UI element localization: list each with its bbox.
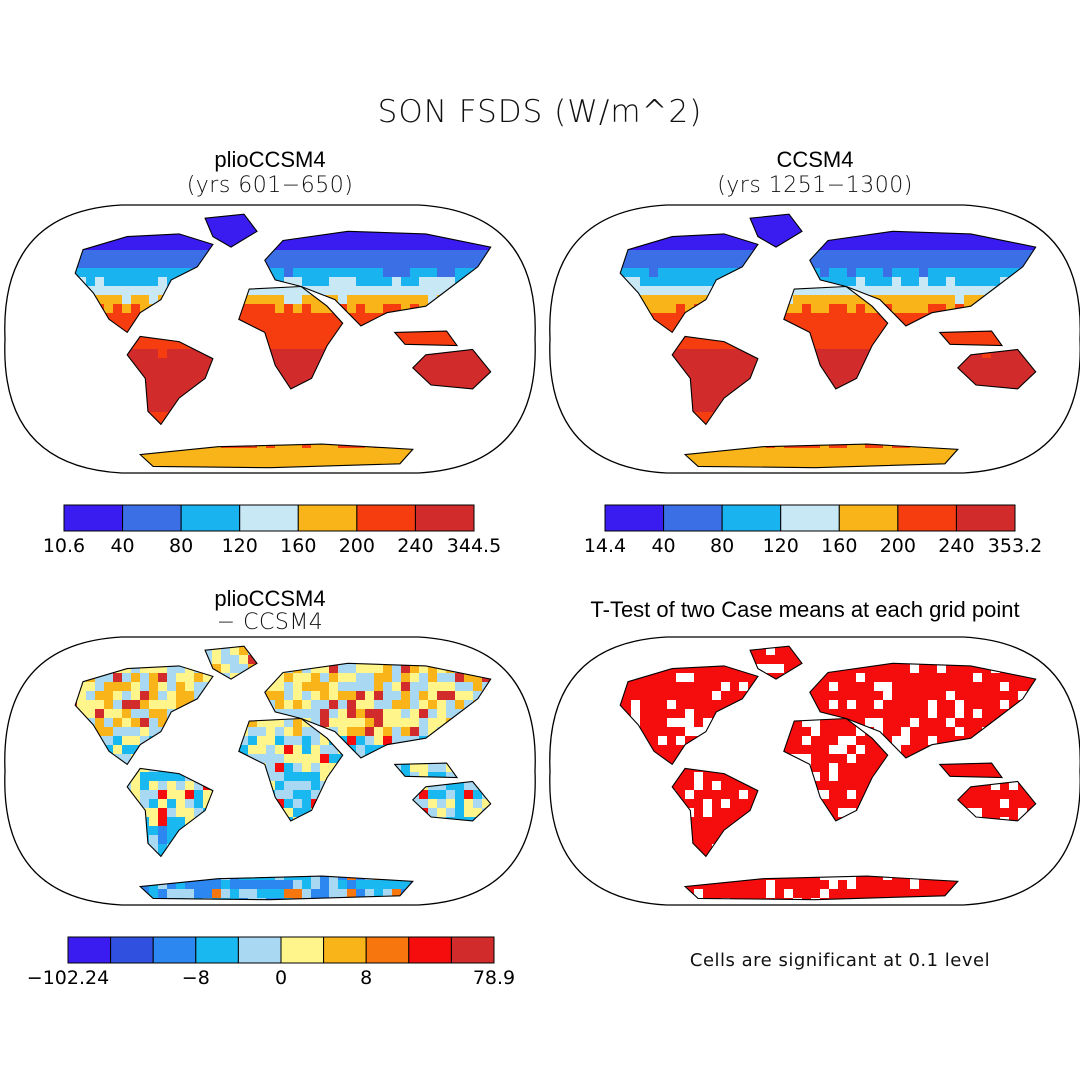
colorbar-tick-label: 160 <box>280 535 317 557</box>
colorbar-swatch <box>838 504 899 532</box>
colorbar-swatch <box>280 936 325 964</box>
panel-title-ccsm4: CCSM4 <box>776 147 854 172</box>
panel-title-diff: plioCCSM4 <box>214 586 326 611</box>
colorbar-tick-label: 0 <box>274 967 288 989</box>
colorbar-tick-label: 40 <box>110 535 135 557</box>
colorbar-swatch <box>152 936 197 964</box>
colorbar-tick-label: 160 <box>821 535 858 557</box>
panel-subtitle-ccsm4: (yrs 1251−1300) <box>717 173 913 198</box>
colorbar-swatch <box>365 936 410 964</box>
significance-note: Cells are significant at 0.1 level <box>689 950 991 971</box>
colorbar-swatch <box>897 504 957 532</box>
colorbar-tick-label: 14.4 <box>583 535 627 557</box>
panel-subtitle-diff: − CCSM4 <box>216 610 324 635</box>
colorbar-tick-label: 353.2 <box>987 535 1043 557</box>
colorbar-swatch <box>67 936 112 964</box>
colorbar-tick-label: 200 <box>338 535 375 557</box>
map-frame-1 <box>549 204 1080 474</box>
colorbar-swatch <box>721 504 782 532</box>
colorbar-tick-label: 78.9 <box>472 967 516 989</box>
colorbar-swatch <box>239 504 299 532</box>
map-frame-2 <box>4 636 536 906</box>
colorbar-swatch <box>450 936 495 964</box>
colorbar-tick-label: 240 <box>938 535 975 557</box>
colorbar-tick-label: 80 <box>169 535 194 557</box>
colorbar-tick-label: 240 <box>397 535 434 557</box>
panel-title-ttest: T-Test of two Case means at each grid po… <box>590 597 1020 622</box>
panel-subtitle-plio: (yrs 601−650) <box>186 173 354 198</box>
colorbar-swatch <box>323 936 367 964</box>
colorbar-swatch <box>63 504 124 532</box>
colorbar-tick-label: 8 <box>360 967 373 989</box>
figure-title: SON FSDS (W/m^2) <box>377 94 703 130</box>
colorbar-swatch <box>414 504 475 532</box>
colorbar-swatch <box>237 936 282 964</box>
colorbar-swatch <box>110 936 154 964</box>
colorbar-tick-label: 40 <box>651 535 676 557</box>
colorbar-tick-label: 344.5 <box>446 535 502 557</box>
map-frame-0 <box>4 204 536 474</box>
colorbar-swatch <box>356 504 416 532</box>
colorbar-swatch <box>195 936 239 964</box>
colorbar-tick-label: −102.24 <box>26 967 110 989</box>
colorbar-swatch <box>180 504 241 532</box>
colorbar-tick-label: 10.6 <box>42 535 86 557</box>
colorbar-tick-label: 80 <box>710 535 735 557</box>
colorbar-swatch <box>297 504 358 532</box>
panel-title-plio: plioCCSM4 <box>214 147 326 172</box>
colorbar-swatch <box>955 504 1016 532</box>
colorbar-tick-label: 200 <box>879 535 916 557</box>
colorbar-swatch <box>122 504 182 532</box>
colorbar-tick-label: 120 <box>221 535 258 557</box>
map-frame-3 <box>549 636 1080 906</box>
colorbar-swatch <box>408 936 452 964</box>
colorbar-tick-label: −8 <box>181 967 210 989</box>
colorbar-tick-label: 120 <box>762 535 799 557</box>
colorbar-swatch <box>604 504 665 532</box>
